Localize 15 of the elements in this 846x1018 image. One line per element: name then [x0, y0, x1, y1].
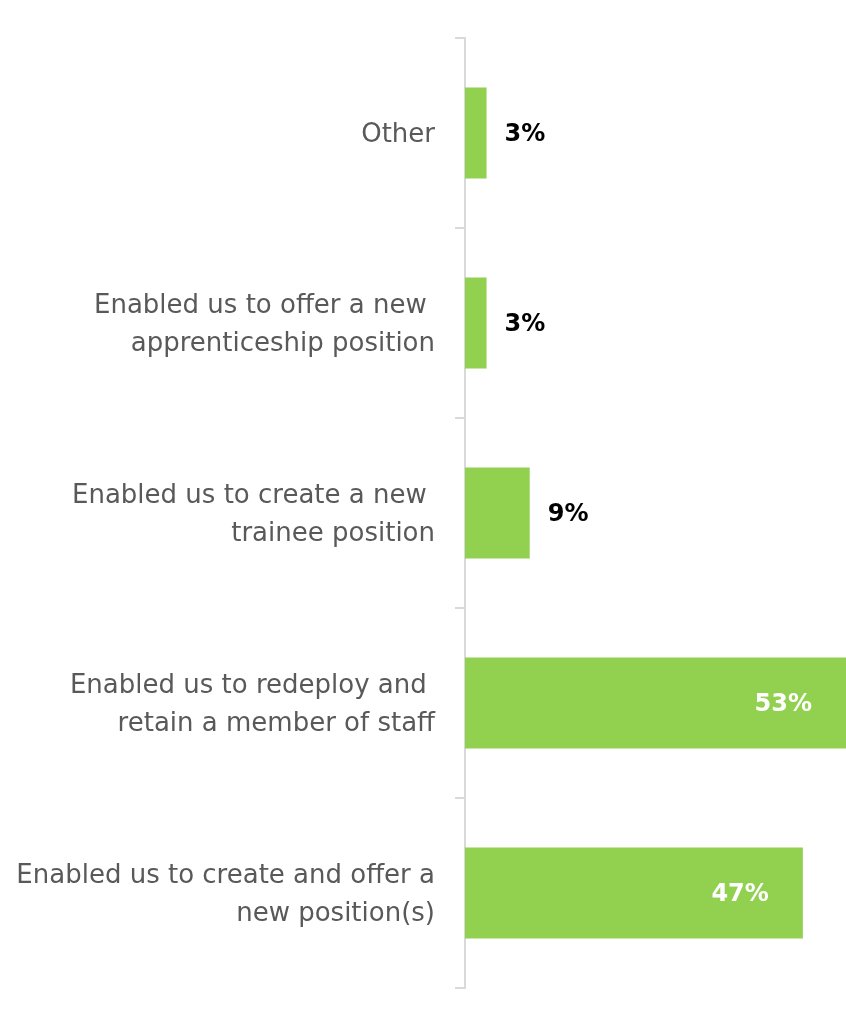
bar: [465, 87, 487, 179]
data-label: 3%: [504, 309, 546, 337]
y-tick-label: Other: [361, 118, 436, 148]
data-label: 3%: [504, 119, 546, 147]
bar: [465, 467, 530, 559]
y-tick-label: Enabled us to create a new trainee position: [72, 479, 435, 547]
y-tick-label: Enabled us to create and offer a new position(s): [16, 859, 435, 927]
bar: [465, 847, 803, 939]
data-label: 53%: [754, 689, 812, 717]
y-tick-label: Enabled us to offer a new apprenticeship position: [94, 289, 435, 357]
y-tick-label: Enabled us to redeploy and retain a member of staff: [69, 669, 437, 737]
bar: [465, 657, 846, 749]
data-label: 47%: [711, 879, 769, 907]
data-label: 9%: [547, 499, 589, 527]
bar: [465, 277, 487, 369]
